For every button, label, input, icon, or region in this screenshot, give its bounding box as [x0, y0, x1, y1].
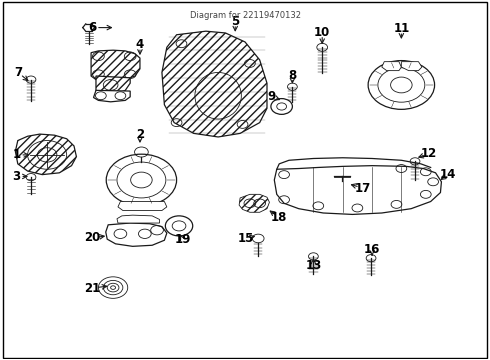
Polygon shape [162, 31, 267, 137]
Polygon shape [382, 62, 401, 71]
Text: 6: 6 [88, 21, 97, 34]
Text: Diagram for 22119470132: Diagram for 22119470132 [190, 12, 300, 21]
Text: 15: 15 [238, 231, 255, 245]
Text: 9: 9 [267, 90, 275, 103]
Polygon shape [401, 62, 422, 71]
Polygon shape [96, 76, 130, 94]
Text: 14: 14 [440, 168, 456, 181]
Text: 11: 11 [393, 22, 410, 35]
Text: 1: 1 [13, 148, 21, 161]
Text: 17: 17 [355, 182, 371, 195]
Text: 13: 13 [305, 259, 321, 272]
Text: 2: 2 [136, 128, 144, 141]
Text: 3: 3 [13, 170, 21, 183]
Polygon shape [106, 223, 167, 246]
Polygon shape [274, 166, 441, 215]
Polygon shape [239, 194, 270, 212]
Text: 19: 19 [174, 233, 191, 247]
Text: 8: 8 [288, 69, 296, 82]
Polygon shape [94, 90, 130, 102]
Text: 16: 16 [364, 243, 380, 256]
Text: 5: 5 [231, 15, 239, 28]
Text: 18: 18 [271, 211, 288, 224]
Text: 21: 21 [84, 282, 100, 294]
Polygon shape [91, 50, 140, 81]
Polygon shape [117, 215, 159, 223]
Text: 10: 10 [314, 26, 330, 39]
Text: 4: 4 [136, 38, 144, 51]
Text: 20: 20 [84, 231, 100, 244]
Text: 7: 7 [14, 66, 22, 79]
Polygon shape [118, 202, 167, 211]
Polygon shape [15, 134, 76, 175]
Text: 12: 12 [421, 147, 437, 160]
